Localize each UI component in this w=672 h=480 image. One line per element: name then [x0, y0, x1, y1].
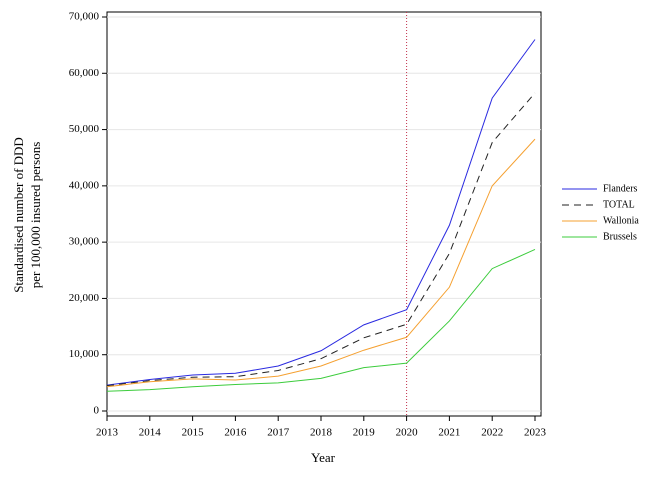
- series-line: [106, 249, 536, 392]
- x-tick-label: 2022: [481, 427, 503, 439]
- y-tick-label: 70,000: [69, 11, 100, 23]
- series-line: [106, 39, 536, 386]
- y-tick-label: 30,000: [69, 236, 100, 248]
- y-tick-label: 0: [94, 405, 100, 417]
- y-axis-title: Standardised number of DDD: [11, 137, 26, 293]
- y-tick-label: 40,000: [69, 179, 100, 191]
- plot-frame: [106, 11, 542, 417]
- legend-label: Flanders: [603, 183, 638, 194]
- x-axis-title: Year: [311, 450, 336, 465]
- series-line: [106, 92, 536, 387]
- legend-label: TOTAL: [603, 199, 635, 210]
- y-tick-label: 10,000: [69, 348, 100, 360]
- x-tick-label: 2021: [438, 427, 460, 439]
- x-tick-label: 2020: [396, 427, 419, 439]
- x-tick-label: 2019: [353, 427, 376, 439]
- series-line: [106, 138, 536, 388]
- y-tick-label: 60,000: [69, 67, 100, 79]
- x-tick-label: 2013: [96, 427, 119, 439]
- x-tick-label: 2016: [224, 427, 247, 439]
- y-tick-label: 50,000: [69, 123, 100, 135]
- x-tick-label: 2014: [139, 427, 162, 439]
- y-tick-label: 20,000: [69, 292, 100, 304]
- x-tick-label: 2023: [524, 427, 547, 439]
- legend-label: Wallonia: [603, 215, 639, 226]
- x-tick-label: 2015: [182, 427, 205, 439]
- y-axis-title: per 100,000 insured persons: [28, 142, 43, 289]
- legend-label: Brussels: [603, 231, 637, 242]
- x-tick-label: 2017: [267, 427, 290, 439]
- x-tick-label: 2018: [310, 427, 333, 439]
